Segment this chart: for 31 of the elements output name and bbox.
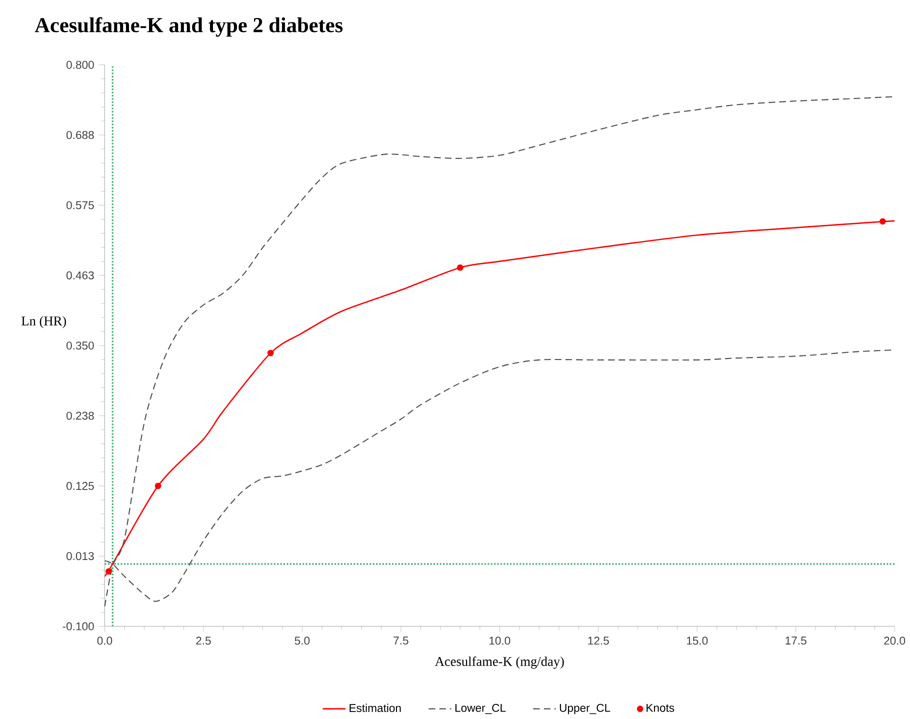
y-tick-label: 0.350 xyxy=(66,341,94,350)
x-tick-label: 2.5 xyxy=(196,636,211,645)
line-series xyxy=(104,220,896,577)
x-tick-label: 0.0 xyxy=(97,636,112,645)
legend-label: Estimation xyxy=(350,704,401,712)
point xyxy=(154,482,162,489)
point xyxy=(880,218,886,224)
x-tick-label: 20.0 xyxy=(884,636,906,645)
legend-label: Knots xyxy=(646,704,674,712)
x-tick-label: 17.5 xyxy=(786,636,806,644)
y-tick-label: -0.100 xyxy=(62,622,94,630)
y-tick-label: 0.125 xyxy=(66,482,94,490)
point xyxy=(456,264,464,271)
point xyxy=(267,350,274,356)
y-tick-label: 0.688 xyxy=(66,130,94,139)
x-tick-label: 5.0 xyxy=(294,636,310,645)
x-tick-label: 15.0 xyxy=(686,636,708,645)
x-axis-title: Acesulfame-K (mg/day) xyxy=(434,656,564,669)
x-tick-label: 7.5 xyxy=(394,636,408,644)
y-tick-label: 0.463 xyxy=(66,271,94,280)
chart-title: Acesulfame-K and type 2 diabetes xyxy=(34,17,343,37)
x-tick-label: 12.5 xyxy=(588,636,609,645)
legend-label: Lower_CL xyxy=(455,704,506,714)
y-tick-label: 0.575 xyxy=(66,201,94,210)
y-axis-title: Ln (HR) xyxy=(22,316,66,328)
y-tick-label: 0.013 xyxy=(66,552,94,560)
y-tick-label: 0.800 xyxy=(66,60,94,69)
point xyxy=(105,568,112,574)
legend-label: Upper_CL xyxy=(560,704,610,714)
x-tick-label: 10.0 xyxy=(490,636,510,645)
y-tick-label: 0.238 xyxy=(66,412,94,420)
